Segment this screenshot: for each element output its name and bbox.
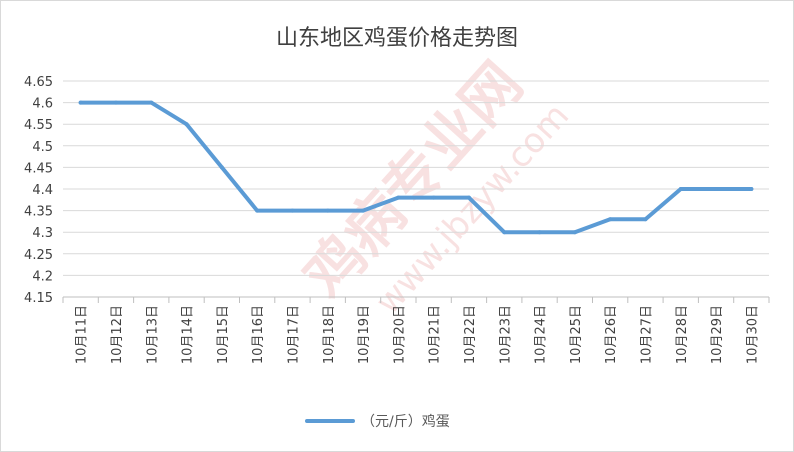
x-tick-label: 10月17日 (286, 305, 301, 364)
data-point (325, 208, 330, 213)
y-axis-ticks: 4.15 4.2 4.25 4.3 4.35 4.4 4.45 4.5 4.55 4.6 4.65 (24, 75, 53, 306)
x-tick-label: 10月16日 (251, 305, 266, 364)
y-tick-label: 4.65 (24, 75, 53, 90)
series-line (78, 100, 754, 235)
x-tick-label: 10月28日 (675, 305, 690, 364)
y-tick-label: 4.3 (32, 226, 53, 241)
data-point (749, 187, 754, 191)
y-tick-label: 4.4 (32, 183, 53, 198)
legend: （元/斤）鸡蛋 (305, 413, 450, 430)
data-point (219, 165, 224, 170)
x-tick-label: 10月29日 (710, 305, 725, 364)
x-tick-label: 10月23日 (498, 305, 513, 364)
x-tick-label: 10月25日 (569, 305, 584, 364)
x-tick-label: 10月13日 (145, 305, 160, 364)
data-point (608, 217, 613, 222)
x-tick-label: 10月19日 (357, 305, 372, 364)
data-point (361, 208, 366, 213)
x-tick-label: 10月24日 (534, 305, 549, 364)
y-tick-label: 4.35 (24, 205, 53, 220)
data-point (466, 195, 471, 200)
x-tick-label: 10月18日 (322, 305, 337, 364)
data-point (431, 195, 436, 200)
y-tick-label: 4.5 (32, 140, 53, 155)
data-point (396, 195, 401, 200)
x-tick-label: 10月15日 (216, 305, 231, 364)
y-tick-label: 4.25 (24, 248, 53, 263)
x-tick-label: 10月30日 (745, 305, 760, 364)
data-point (502, 230, 507, 235)
data-point (113, 100, 118, 105)
legend-label: （元/斤）鸡蛋 (361, 413, 450, 430)
y-tick-label: 4.45 (24, 161, 53, 176)
gridlines (63, 80, 769, 298)
series-layer (78, 100, 754, 235)
data-point (149, 100, 154, 105)
x-tick-label: 10月12日 (110, 305, 125, 364)
data-point (537, 230, 542, 235)
x-tick-label: 10月22日 (463, 305, 478, 364)
x-tick-label: 10月27日 (639, 305, 654, 364)
chart-title: 山东地区鸡蛋价格走势图 (276, 26, 518, 51)
watermark: 鸡病专业网 www.jbzyw.com (291, 49, 577, 322)
data-point (643, 217, 648, 222)
data-point (184, 122, 189, 127)
data-point (678, 187, 683, 191)
data-point (78, 100, 83, 105)
x-tick-label: 10月26日 (604, 305, 619, 364)
data-point (572, 230, 577, 235)
x-axis: 10月11日 10月12日 10月13日 10月14日 10月15日 10月16日 10月1… (62, 296, 770, 364)
x-tick-label: 10月21日 (428, 305, 443, 364)
data-point (255, 208, 260, 213)
x-tick-label: 10月11日 (75, 305, 90, 364)
x-tick-label: 10月20日 (392, 305, 407, 364)
y-tick-label: 4.6 (32, 97, 53, 112)
y-tick-label: 4.15 (24, 291, 53, 306)
data-point (290, 208, 295, 213)
x-tick-label: 10月14日 (181, 305, 196, 364)
y-tick-label: 4.55 (24, 118, 53, 133)
data-point (714, 187, 719, 191)
y-tick-label: 4.2 (32, 269, 53, 284)
